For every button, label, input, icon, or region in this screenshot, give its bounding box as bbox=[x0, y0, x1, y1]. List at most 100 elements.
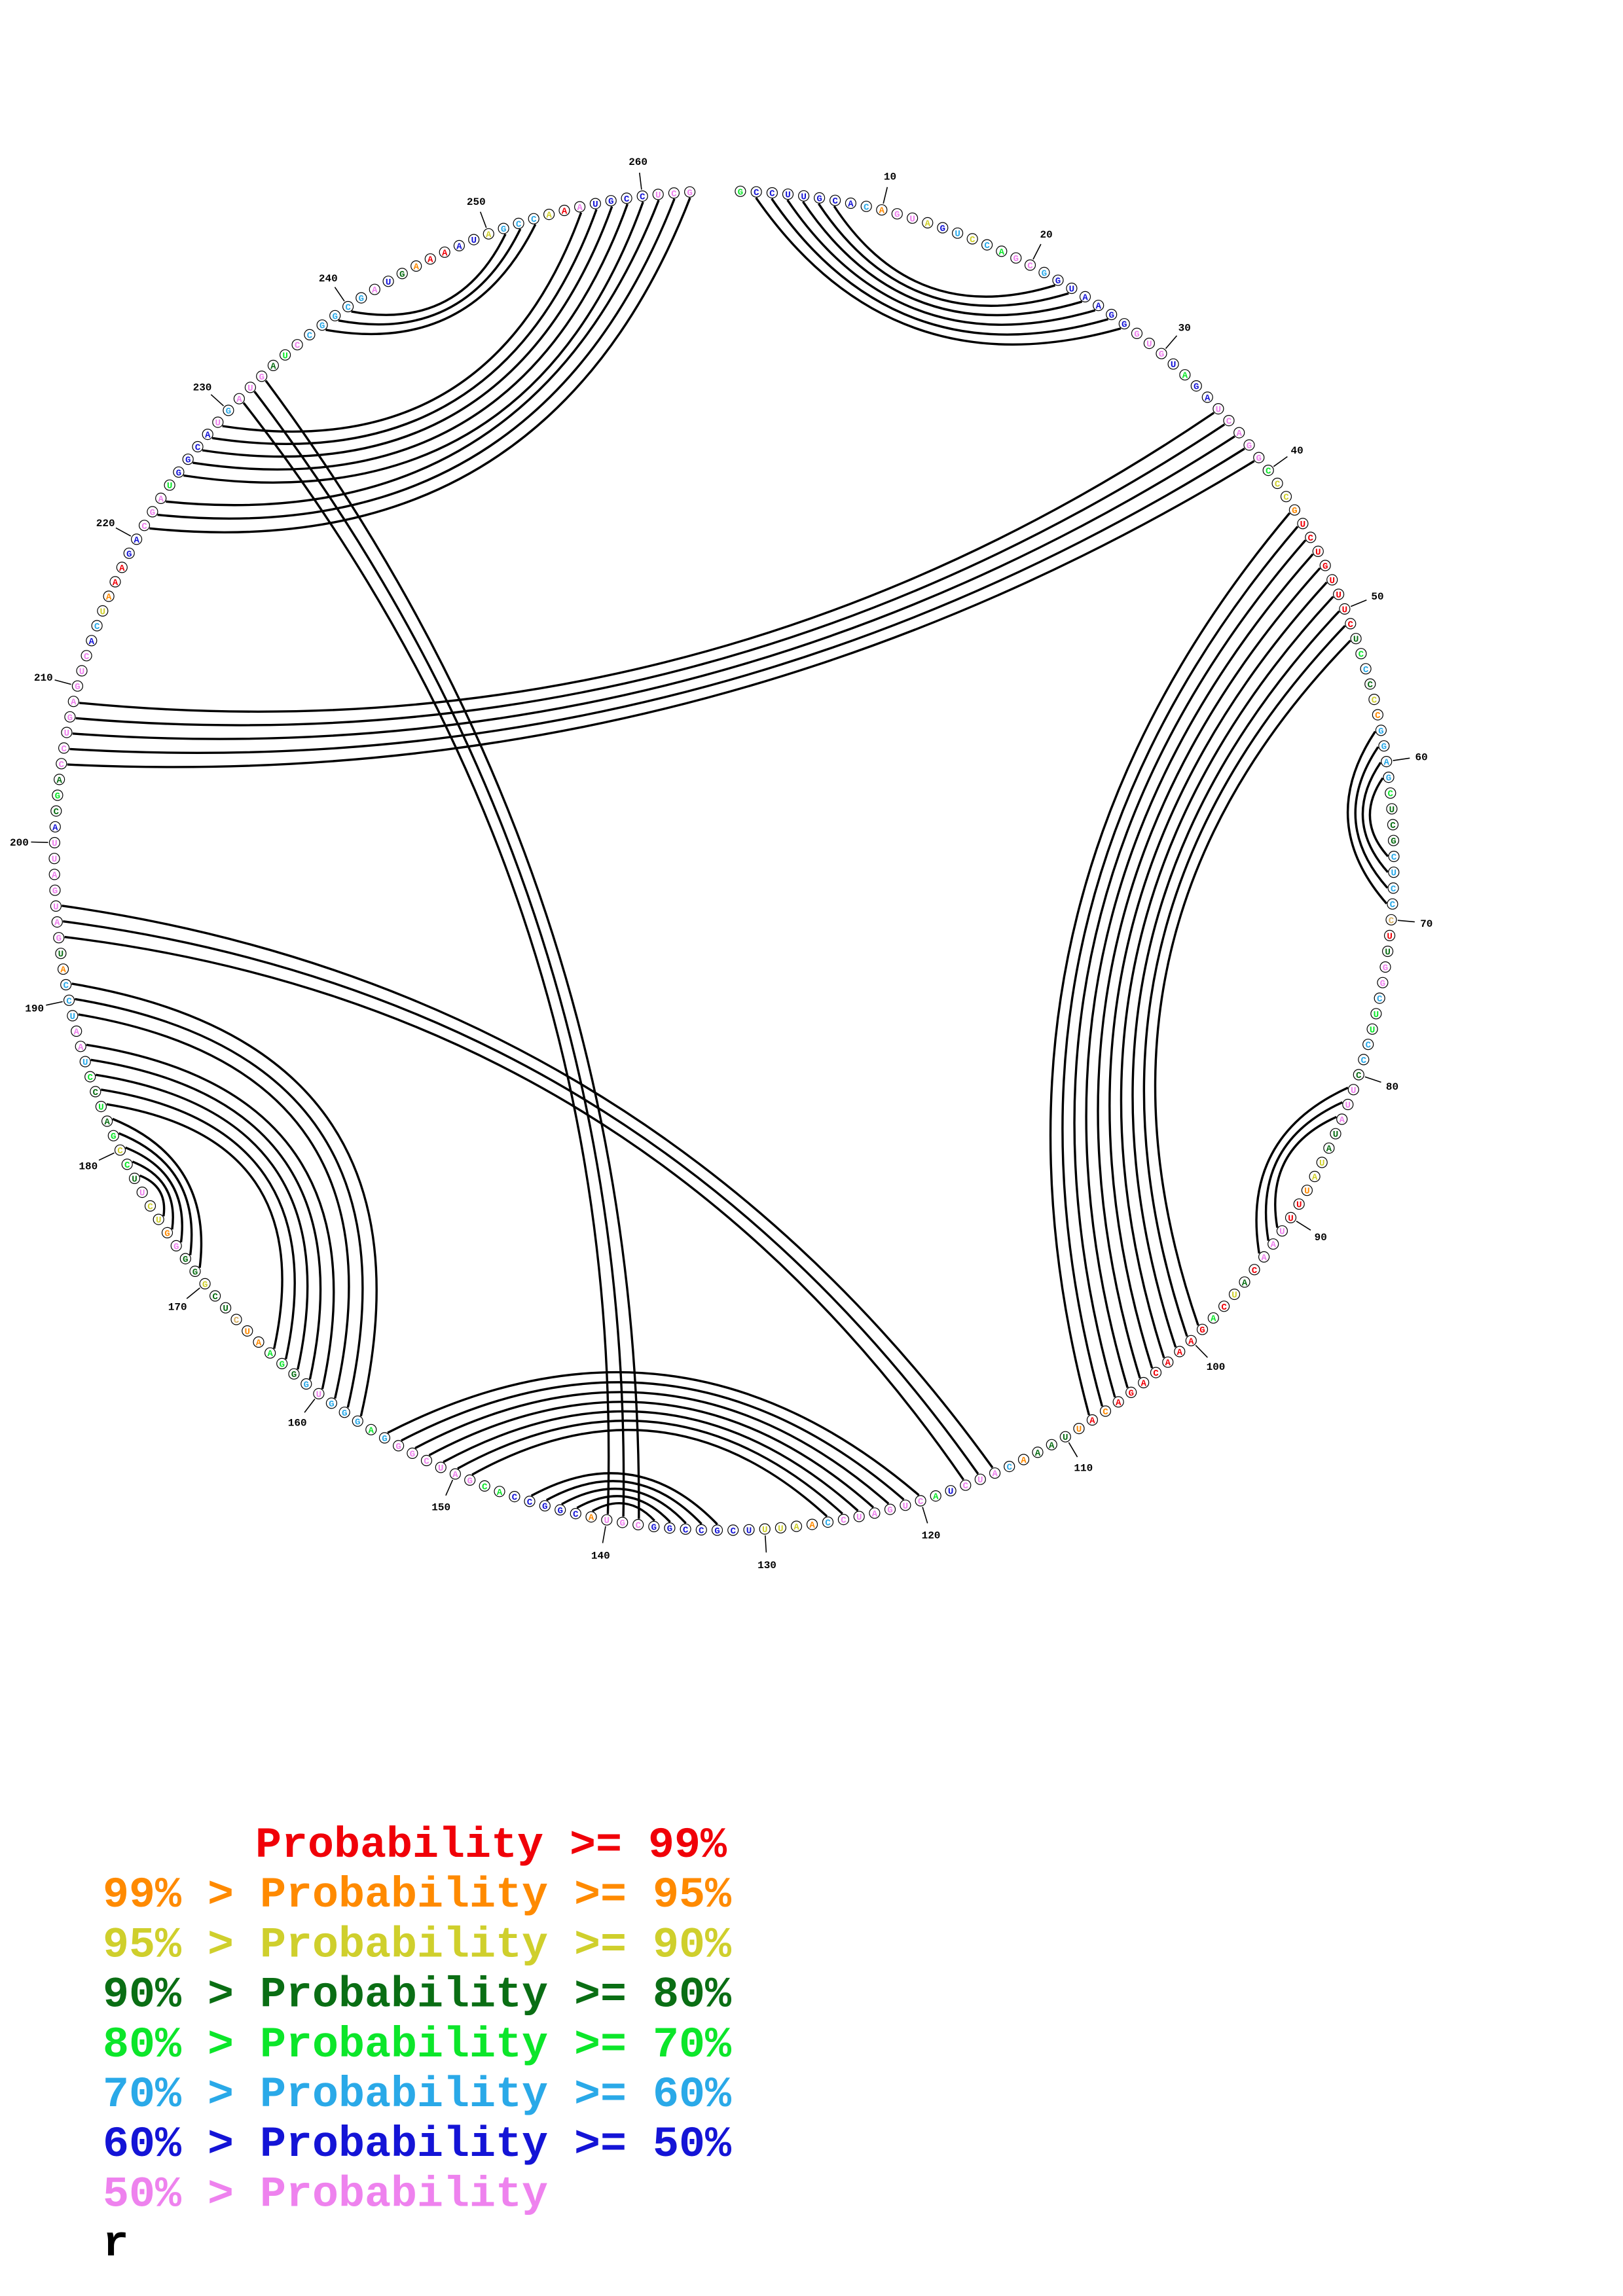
svg-text:A: A bbox=[1089, 1416, 1095, 1427]
svg-text:G: G bbox=[304, 1380, 310, 1391]
svg-text:G: G bbox=[259, 372, 264, 383]
svg-text:C: C bbox=[754, 188, 759, 198]
svg-text:90: 90 bbox=[1315, 1232, 1327, 1244]
svg-text:G: G bbox=[1383, 963, 1389, 974]
svg-text:A: A bbox=[78, 1043, 84, 1053]
svg-text:A: A bbox=[1140, 1379, 1146, 1390]
svg-text:A: A bbox=[1182, 371, 1188, 382]
svg-text:A: A bbox=[1116, 1398, 1122, 1408]
svg-text:G: G bbox=[319, 321, 325, 332]
svg-text:C: C bbox=[832, 196, 838, 207]
svg-text:C: C bbox=[1361, 1056, 1367, 1066]
svg-text:A: A bbox=[1188, 1336, 1194, 1347]
svg-text:C: C bbox=[512, 1493, 518, 1503]
svg-text:90% > Probability >= 80%: 90% > Probability >= 80% bbox=[103, 1971, 731, 2020]
svg-text:G: G bbox=[1386, 774, 1392, 784]
svg-text:A: A bbox=[497, 1488, 503, 1498]
svg-text:U: U bbox=[438, 1463, 444, 1474]
svg-text:A: A bbox=[158, 494, 164, 505]
svg-text:A: A bbox=[71, 698, 77, 708]
svg-text:C: C bbox=[864, 202, 869, 213]
svg-text:G: G bbox=[1134, 329, 1140, 340]
svg-text:50: 50 bbox=[1371, 591, 1383, 603]
svg-text:U: U bbox=[1296, 1200, 1302, 1211]
svg-text:C: C bbox=[825, 1518, 831, 1529]
svg-text:C: C bbox=[1368, 680, 1374, 691]
svg-text:A: A bbox=[848, 200, 854, 210]
svg-text:A: A bbox=[413, 262, 419, 273]
svg-text:G: G bbox=[75, 682, 81, 692]
svg-text:C: C bbox=[212, 1292, 218, 1302]
svg-text:U: U bbox=[282, 351, 288, 361]
svg-text:20: 20 bbox=[1040, 229, 1052, 241]
svg-text:C: C bbox=[93, 1088, 99, 1098]
svg-text:A: A bbox=[1082, 293, 1088, 303]
svg-text:80% > Probability >= 70%: 80% > Probability >= 70% bbox=[103, 2020, 731, 2070]
svg-text:G: G bbox=[619, 1518, 625, 1529]
svg-text:U: U bbox=[1391, 869, 1397, 879]
svg-text:C: C bbox=[1372, 696, 1377, 706]
svg-text:C: C bbox=[295, 341, 301, 351]
svg-text:A: A bbox=[872, 1509, 878, 1520]
svg-text:G: G bbox=[1256, 454, 1262, 464]
svg-text:C: C bbox=[1027, 261, 1033, 272]
svg-text:U: U bbox=[471, 236, 477, 246]
svg-text:A: A bbox=[119, 564, 125, 574]
svg-text:C: C bbox=[63, 981, 69, 992]
svg-text:A: A bbox=[562, 207, 568, 217]
svg-text:U: U bbox=[1342, 605, 1348, 615]
svg-text:G: G bbox=[1055, 276, 1061, 287]
svg-text:G: G bbox=[1159, 350, 1165, 360]
svg-text:C: C bbox=[1103, 1407, 1108, 1418]
svg-text:C: C bbox=[66, 996, 72, 1007]
svg-text:A: A bbox=[1177, 1348, 1183, 1358]
svg-text:G: G bbox=[226, 406, 232, 417]
svg-text:U: U bbox=[1389, 805, 1395, 816]
svg-text:U: U bbox=[593, 200, 598, 210]
svg-text:260: 260 bbox=[629, 156, 647, 168]
svg-text:C: C bbox=[147, 1202, 153, 1213]
svg-text:C: C bbox=[59, 760, 65, 770]
svg-text:U: U bbox=[1351, 1086, 1357, 1096]
svg-text:G: G bbox=[467, 1476, 473, 1486]
svg-text:C: C bbox=[1221, 1302, 1227, 1313]
svg-text:60% > Probability >= 50%: 60% > Probability >= 50% bbox=[103, 2120, 731, 2169]
svg-text:A: A bbox=[270, 361, 276, 372]
svg-text:220: 220 bbox=[96, 518, 115, 529]
svg-text:C: C bbox=[1266, 467, 1271, 477]
svg-text:G: G bbox=[183, 1255, 189, 1265]
svg-text:C: C bbox=[1375, 711, 1381, 721]
svg-text:A: A bbox=[452, 1470, 458, 1480]
svg-text:A: A bbox=[1035, 1448, 1041, 1459]
svg-text:G: G bbox=[651, 1522, 657, 1533]
svg-text:95% > Probability >= 90%: 95% > Probability >= 90% bbox=[103, 1920, 731, 1969]
svg-text:C: C bbox=[424, 1457, 429, 1467]
svg-text:A: A bbox=[428, 255, 433, 266]
svg-text:U: U bbox=[778, 1524, 784, 1534]
svg-text:G: G bbox=[279, 1359, 285, 1370]
svg-text:A: A bbox=[456, 242, 462, 252]
svg-text:A: A bbox=[879, 206, 885, 217]
svg-text:U: U bbox=[1171, 360, 1176, 370]
svg-text:G: G bbox=[382, 1434, 388, 1444]
svg-text:G: G bbox=[1378, 726, 1384, 737]
svg-text:G: G bbox=[1391, 836, 1396, 847]
svg-text:50% > Probability: 50% > Probability bbox=[103, 2170, 548, 2219]
svg-text:U: U bbox=[223, 1304, 228, 1314]
svg-text:r: r bbox=[103, 2219, 129, 2269]
svg-text:130: 130 bbox=[757, 1560, 776, 1571]
svg-text:A: A bbox=[56, 776, 62, 786]
svg-text:G: G bbox=[1194, 382, 1199, 393]
svg-text:G: G bbox=[1247, 441, 1252, 452]
svg-text:C: C bbox=[195, 443, 201, 454]
svg-text:150: 150 bbox=[431, 1501, 450, 1513]
svg-text:U: U bbox=[82, 1058, 88, 1068]
svg-text:170: 170 bbox=[168, 1302, 187, 1314]
svg-text:G: G bbox=[1122, 320, 1127, 331]
svg-text:C: C bbox=[527, 1498, 533, 1508]
svg-text:A: A bbox=[992, 1469, 998, 1480]
svg-text:C: C bbox=[87, 1073, 93, 1083]
svg-text:U: U bbox=[1319, 1158, 1325, 1169]
svg-text:A: A bbox=[1095, 302, 1101, 312]
svg-text:G: G bbox=[399, 270, 405, 280]
